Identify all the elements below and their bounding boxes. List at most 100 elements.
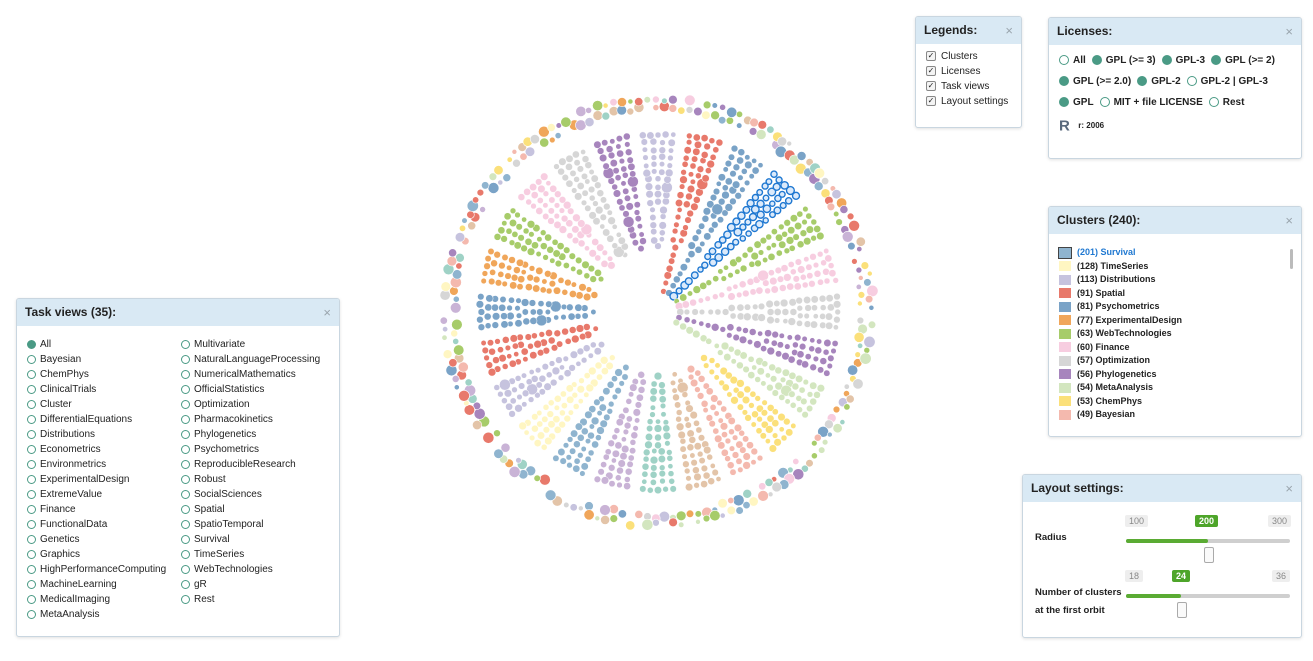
package-bubble[interactable] (787, 226, 796, 235)
package-bubble[interactable] (658, 395, 667, 404)
license-option[interactable]: All (1059, 50, 1086, 71)
package-bubble[interactable] (833, 292, 841, 301)
package-bubble[interactable] (820, 259, 827, 267)
package-bubble[interactable] (672, 393, 680, 402)
package-bubble[interactable] (544, 233, 552, 242)
package-bubble[interactable] (559, 457, 567, 465)
package-bubble[interactable] (544, 270, 552, 278)
task-view-item[interactable]: MetaAnalysis (27, 607, 166, 622)
package-bubble[interactable] (809, 337, 816, 344)
package-bubble[interactable] (529, 308, 537, 316)
package-bubble[interactable] (778, 394, 786, 401)
package-bubble[interactable] (634, 417, 641, 424)
package-bubble[interactable] (668, 147, 674, 154)
package-bubble[interactable] (739, 446, 747, 454)
package-bubble-selected[interactable] (723, 230, 732, 239)
package-bubble[interactable] (860, 261, 870, 270)
package-bubble[interactable] (564, 278, 572, 287)
package-bubble[interactable] (629, 447, 637, 455)
package-bubble[interactable] (856, 316, 865, 325)
package-bubble[interactable] (684, 94, 696, 107)
package-bubble[interactable] (730, 396, 739, 405)
package-bubble[interactable] (546, 410, 554, 418)
package-bubble[interactable] (732, 434, 739, 441)
package-bubble[interactable] (706, 200, 715, 209)
package-bubble[interactable] (710, 110, 720, 121)
package-bubble[interactable] (791, 382, 800, 391)
package-bubble[interactable] (547, 399, 555, 407)
package-bubble[interactable] (616, 149, 624, 158)
package-bubble[interactable] (828, 269, 837, 278)
radio-icon[interactable] (27, 609, 36, 619)
package-bubble[interactable] (761, 399, 768, 406)
package-bubble[interactable] (595, 205, 604, 215)
package-bubble[interactable] (585, 383, 594, 393)
package-bubble[interactable] (615, 231, 622, 238)
package-bubble[interactable] (501, 254, 509, 261)
package-bubble[interactable] (684, 257, 691, 264)
package-bubble[interactable] (518, 382, 526, 390)
package-bubble[interactable] (666, 449, 673, 456)
package-bubble[interactable] (557, 167, 565, 176)
package-bubble[interactable] (535, 251, 542, 257)
package-bubble[interactable] (617, 97, 627, 107)
package-bubble[interactable] (552, 415, 561, 424)
checkbox-checked-icon[interactable]: ✓ (926, 96, 936, 107)
package-bubble[interactable] (721, 431, 728, 438)
package-bubble[interactable] (537, 300, 545, 307)
package-bubble[interactable] (493, 384, 501, 391)
cluster-list-item[interactable]: (60) Finance (1059, 341, 1291, 355)
package-bubble[interactable] (792, 341, 799, 349)
package-bubble[interactable] (731, 451, 740, 459)
package-bubble[interactable] (819, 313, 826, 320)
package-bubble[interactable] (789, 214, 798, 223)
task-view-item[interactable]: Environmetrics (27, 457, 166, 472)
package-bubble[interactable] (688, 171, 694, 178)
package-bubble[interactable] (732, 180, 741, 189)
package-bubble[interactable] (562, 355, 569, 362)
package-bubble[interactable] (641, 146, 648, 153)
package-bubble[interactable] (762, 279, 770, 287)
package-bubble[interactable] (744, 154, 751, 161)
package-bubble[interactable] (780, 434, 788, 442)
package-bubble[interactable] (735, 326, 743, 333)
package-bubble[interactable] (634, 401, 642, 409)
license-option[interactable]: MIT + file LICENSE (1099, 92, 1203, 113)
package-bubble[interactable] (717, 441, 726, 450)
package-bubble[interactable] (796, 151, 807, 161)
package-bubble[interactable] (502, 173, 512, 182)
package-bubble[interactable] (864, 295, 874, 304)
package-bubble[interactable] (493, 165, 504, 176)
package-bubble[interactable] (715, 180, 722, 187)
package-bubble[interactable] (642, 169, 651, 178)
package-bubble[interactable] (537, 431, 545, 440)
package-bubble[interactable] (638, 231, 645, 238)
package-bubble[interactable] (805, 263, 813, 271)
package-bubble[interactable] (743, 385, 752, 394)
task-view-item[interactable]: Multivariate (181, 337, 320, 352)
package-bubble[interactable] (554, 395, 562, 403)
package-bubble[interactable] (693, 442, 702, 451)
task-view-item[interactable]: FunctionalData (27, 517, 166, 532)
package-bubble[interactable] (588, 249, 597, 258)
package-bubble[interactable] (654, 486, 662, 495)
package-bubble[interactable] (620, 165, 628, 173)
package-bubble-selected[interactable] (756, 188, 764, 196)
package-bubble[interactable] (792, 275, 800, 283)
package-bubble[interactable] (857, 300, 863, 307)
package-bubble[interactable] (565, 154, 574, 163)
package-bubble[interactable] (529, 434, 536, 441)
package-bubble[interactable] (531, 413, 539, 421)
package-bubble[interactable] (509, 207, 517, 214)
package-bubble[interactable] (690, 459, 698, 467)
package-bubble[interactable] (500, 320, 509, 329)
package-bubble[interactable] (742, 327, 749, 334)
package-bubble[interactable] (614, 174, 622, 182)
package-bubble[interactable] (803, 256, 810, 263)
package-bubble[interactable] (571, 225, 580, 234)
radio-icon[interactable] (27, 354, 36, 364)
package-bubble[interactable] (565, 163, 573, 171)
package-bubble[interactable] (707, 308, 714, 316)
package-bubble[interactable] (624, 476, 631, 483)
package-bubble[interactable] (493, 233, 502, 241)
